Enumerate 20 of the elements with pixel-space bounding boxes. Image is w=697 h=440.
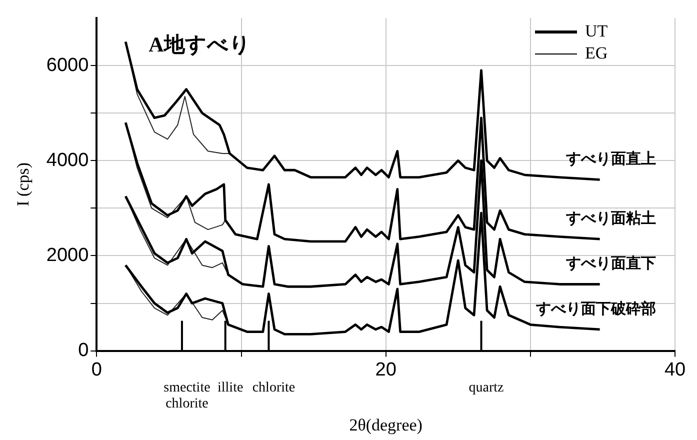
ref-line-label: chlorite	[252, 380, 296, 396]
legend-label: EG	[585, 43, 608, 62]
annotation: すべり面直下	[564, 255, 656, 272]
y-tick-label: 4000	[46, 150, 89, 171]
annotation: すべり面下破砕部	[534, 299, 656, 318]
annotation: すべり面粘土	[564, 210, 656, 227]
y-tick-label: 2000	[46, 244, 89, 266]
x-tick-label: 20	[375, 359, 396, 380]
x-tick-label: 0	[91, 359, 102, 380]
annotation: すべり面直上	[564, 150, 656, 168]
ref-line-label: illite	[218, 380, 244, 396]
ref-line-label: smectite chlorite	[164, 380, 210, 412]
text: A地すべり	[148, 32, 251, 56]
ref-line-label: quartz	[468, 380, 504, 396]
x-tick-label: 40	[664, 359, 686, 380]
y-tick-label: 0	[78, 340, 89, 362]
x-axis-title: 2θ(degree)	[349, 415, 422, 434]
legend-label: UT	[585, 21, 608, 40]
y-tick-label: 6000	[46, 54, 89, 76]
y-axis-title: I (cps)	[14, 162, 33, 206]
